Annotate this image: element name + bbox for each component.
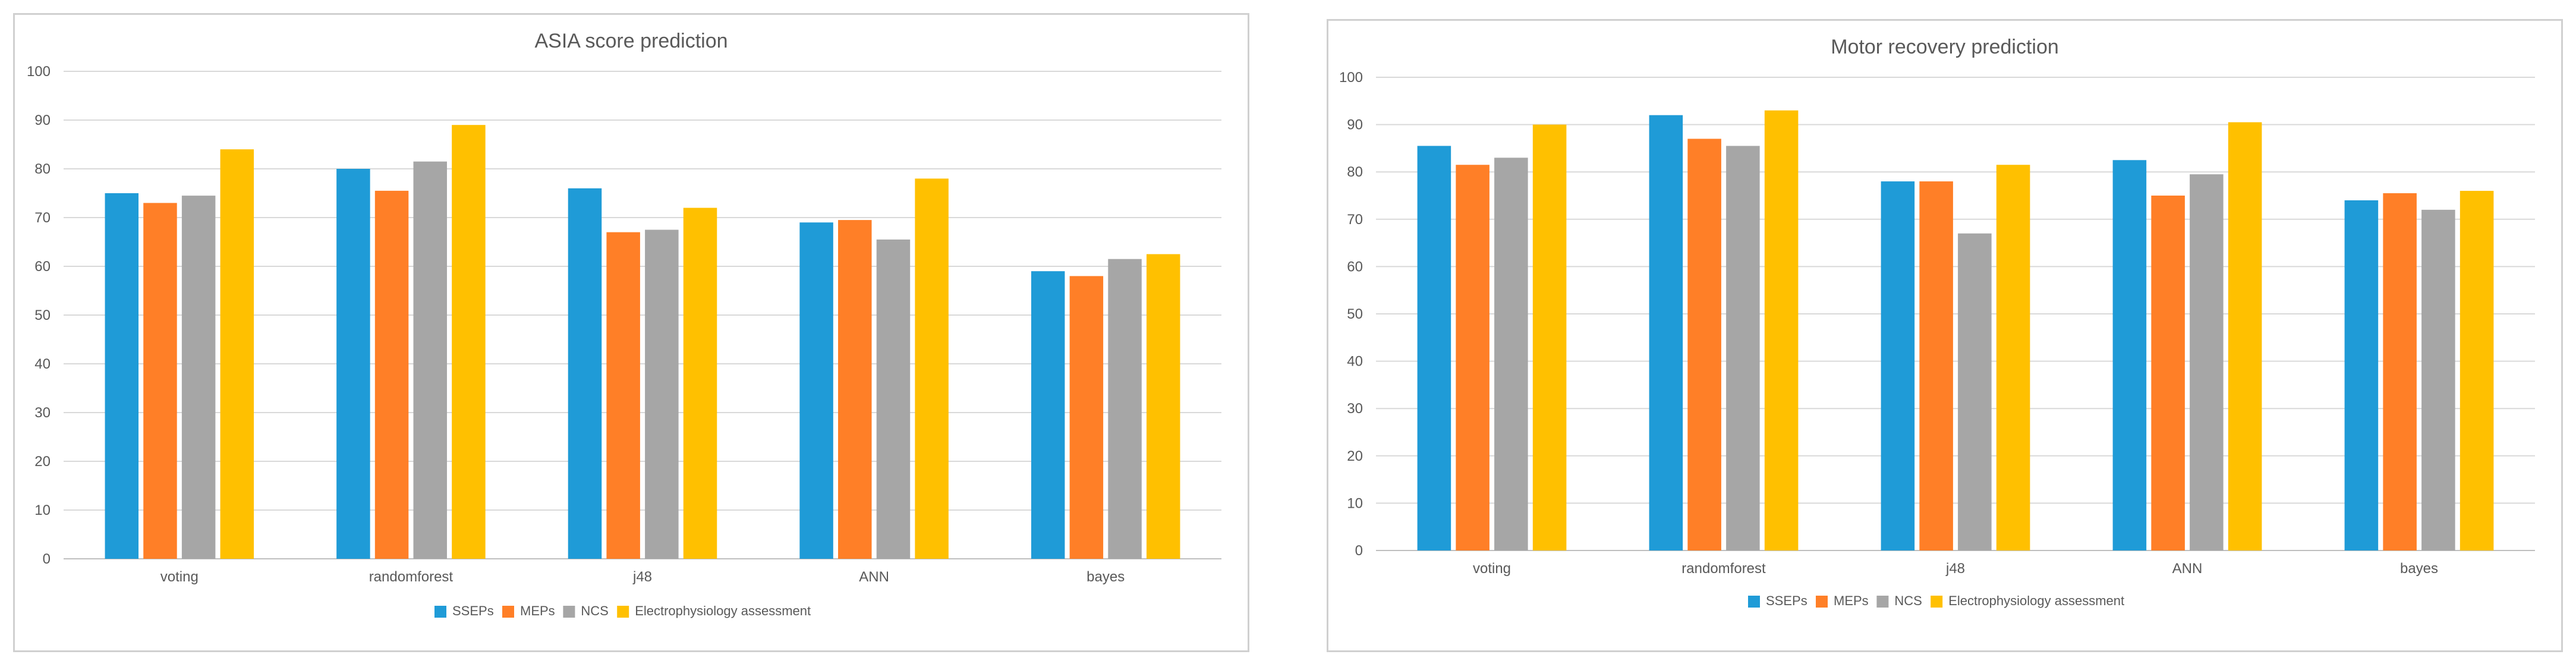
x-tick-label: bayes	[1087, 569, 1125, 585]
motor-recovery-chart: Motor recovery prediction 0 10 20 30 40 50 60 70…	[1327, 19, 2563, 652]
bar-sseps-bayes	[1031, 271, 1065, 559]
legend-swatch	[617, 606, 629, 618]
y-tick-label: 20	[34, 454, 51, 470]
bar-ncs-voting	[181, 196, 216, 559]
x-tick-label: randomforest	[369, 569, 454, 585]
bar-ncs-randomforest	[413, 161, 447, 559]
bar-meps-randomforest	[374, 190, 409, 559]
y-tick-label: 60	[34, 259, 51, 275]
bar-electrophysiology-assessment-randomforest	[452, 125, 486, 559]
legend-swatch	[1931, 596, 1943, 608]
bar-meps-randomforest	[1687, 139, 1721, 551]
y-tick-label: 100	[27, 64, 51, 80]
x-tick-label: bayes	[2400, 561, 2438, 577]
x-tick-label: ANN	[859, 569, 889, 585]
bar-sseps-ann	[2112, 160, 2147, 550]
motor-recovery-chart-svg: Motor recovery prediction 0 10 20 30 40 50 60 70…	[1339, 36, 2535, 608]
y-tick-label: 50	[34, 307, 51, 323]
bar-ncs-ann	[876, 239, 911, 559]
y-tick-label: 20	[1347, 448, 1363, 464]
bar-meps-bayes	[1069, 276, 1104, 559]
y-tick-label: 10	[34, 502, 51, 518]
bar-electrophysiology-assessment-bayes	[2460, 191, 2494, 550]
y-tick-label: 80	[1347, 164, 1363, 180]
bar-electrophysiology-assessment-j48	[683, 207, 717, 559]
y-tick-label: 100	[1339, 70, 1363, 86]
x-tick-label: voting	[160, 569, 199, 585]
bar-sseps-randomforest	[336, 169, 370, 559]
y-tick-label: 40	[1347, 354, 1363, 370]
bar-meps-ann	[2151, 196, 2185, 550]
bar-meps-bayes	[2383, 193, 2417, 550]
legend-label: Electrophysiology assessment	[1948, 593, 2124, 608]
bar-sseps-voting	[105, 193, 139, 559]
bar-sseps-voting	[1417, 146, 1451, 551]
x-tick-label: j48	[632, 569, 652, 585]
legend-label: NCS	[1894, 593, 1922, 608]
legend-swatch	[434, 606, 446, 618]
y-tick-label: 90	[1347, 117, 1363, 133]
bar-sseps-bayes	[2344, 200, 2379, 551]
y-tick-label: 70	[34, 210, 51, 226]
bar-meps-ann	[838, 220, 872, 559]
y-tick-label: 50	[1347, 306, 1363, 322]
bar-electrophysiology-assessment-j48	[1996, 165, 2030, 550]
bar-electrophysiology-assessment-randomforest	[1764, 110, 1799, 551]
bar-sseps-j48	[568, 188, 602, 559]
bar-ncs-bayes	[1108, 259, 1142, 559]
legend-label: Electrophysiology assessment	[635, 603, 811, 618]
legend-label: MEPs	[1834, 593, 1869, 608]
x-tick-label: j48	[1945, 561, 1965, 577]
bar-sseps-j48	[1881, 181, 1915, 550]
bar-meps-voting	[1456, 165, 1489, 550]
y-tick-label: 10	[1347, 495, 1363, 511]
y-tick-label: 0	[43, 551, 51, 567]
asia-score-chart-svg: ASIA score prediction 0 10 20 30 40 50 60 70 80 90…	[27, 30, 1221, 618]
bar-sseps-ann	[799, 222, 833, 559]
legend-label: MEPs	[520, 603, 555, 618]
y-tick-label: 40	[34, 356, 51, 372]
chart-title: Motor recovery prediction	[1831, 36, 2059, 58]
bar-electrophysiology-assessment-voting	[1532, 124, 1567, 551]
x-tick-label: randomforest	[1681, 561, 1766, 577]
y-tick-label: 30	[34, 405, 51, 421]
bar-ncs-voting	[1494, 158, 1528, 550]
asia-score-chart: ASIA score prediction 0 10 20 30 40 50 60 70 80 90…	[13, 13, 1249, 652]
bar-sseps-randomforest	[1649, 115, 1683, 550]
y-tick-label: 90	[34, 112, 51, 128]
bar-ncs-ann	[2190, 174, 2224, 550]
legend-label: SSEPs	[1766, 593, 1807, 608]
legend-label: NCS	[581, 603, 608, 618]
x-tick-label: ANN	[2172, 561, 2203, 577]
bar-ncs-randomforest	[1726, 146, 1760, 551]
y-tick-label: 0	[1355, 543, 1363, 559]
bar-electrophysiology-assessment-bayes	[1146, 254, 1180, 559]
bar-ncs-bayes	[2421, 209, 2455, 550]
legend-swatch	[502, 606, 514, 618]
bar-ncs-j48	[1958, 233, 1992, 550]
y-tick-label: 60	[1347, 259, 1363, 275]
bar-electrophysiology-assessment-ann	[2228, 122, 2262, 550]
y-tick-label: 70	[1347, 212, 1363, 228]
bar-meps-j48	[606, 232, 640, 559]
y-tick-label: 80	[34, 161, 51, 177]
bar-electrophysiology-assessment-ann	[915, 178, 949, 559]
legend-swatch	[1876, 596, 1889, 608]
x-tick-label: voting	[1473, 561, 1511, 577]
bar-meps-j48	[1919, 181, 1953, 550]
legend-swatch	[1748, 596, 1760, 608]
bar-electrophysiology-assessment-voting	[220, 149, 254, 559]
bar-meps-voting	[143, 203, 177, 559]
y-tick-label: 30	[1347, 401, 1363, 417]
bar-ncs-j48	[645, 229, 679, 559]
legend-swatch	[1816, 596, 1828, 608]
chart-title: ASIA score prediction	[534, 30, 728, 52]
legend-swatch	[563, 606, 575, 618]
legend-label: SSEPs	[452, 603, 494, 618]
